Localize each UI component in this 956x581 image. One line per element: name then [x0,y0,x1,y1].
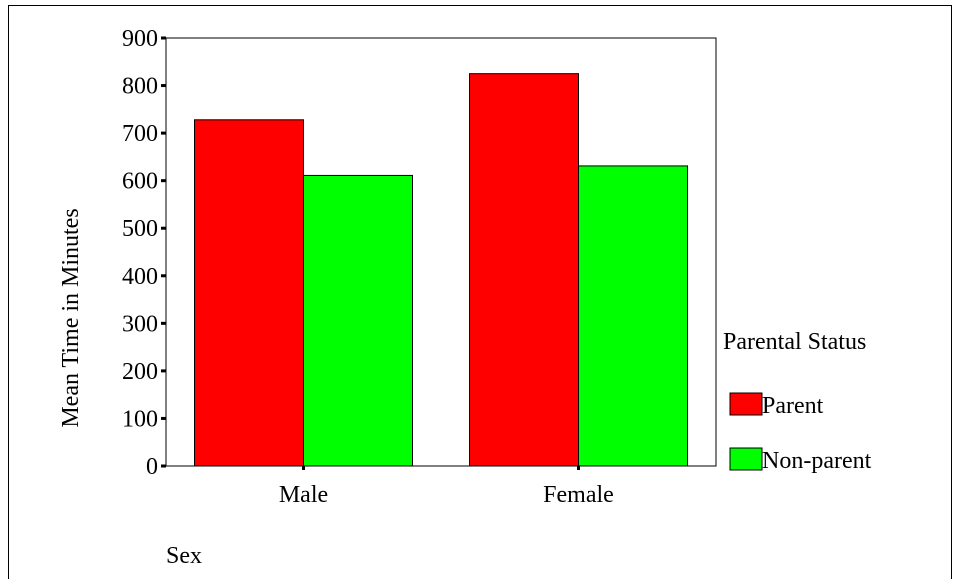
bar-parent-male [194,119,304,467]
legend-swatch [729,447,763,471]
y-tick-label: 800 [122,74,158,100]
plot-area [165,37,717,467]
chart-frame [8,5,952,579]
y-tick-label: 900 [122,26,158,52]
y-tick-label: 200 [122,359,158,385]
bar-non-parent-male [303,174,413,467]
y-tick-label: 400 [122,264,158,290]
bar-parent-female [469,73,579,467]
legend-swatch [729,392,763,416]
legend-label: Parent [762,393,824,419]
y-tick-label: 600 [122,169,158,195]
x-axis-label: Sex [166,543,202,569]
x-tick-label: Male [279,482,328,508]
legend-title: Parental Status [723,329,866,355]
legend-label: Non-parent [762,448,872,474]
y-axis-label: Mean Time in Minutes [58,208,84,427]
y-tick-label: 300 [122,311,158,337]
x-tick-label: Female [543,482,614,508]
y-tick-label: 500 [122,216,158,242]
y-tick-label: 700 [122,121,158,147]
bar-non-parent-female [578,165,688,467]
y-tick-label: 100 [122,406,158,432]
y-tick-label: 0 [146,454,158,480]
